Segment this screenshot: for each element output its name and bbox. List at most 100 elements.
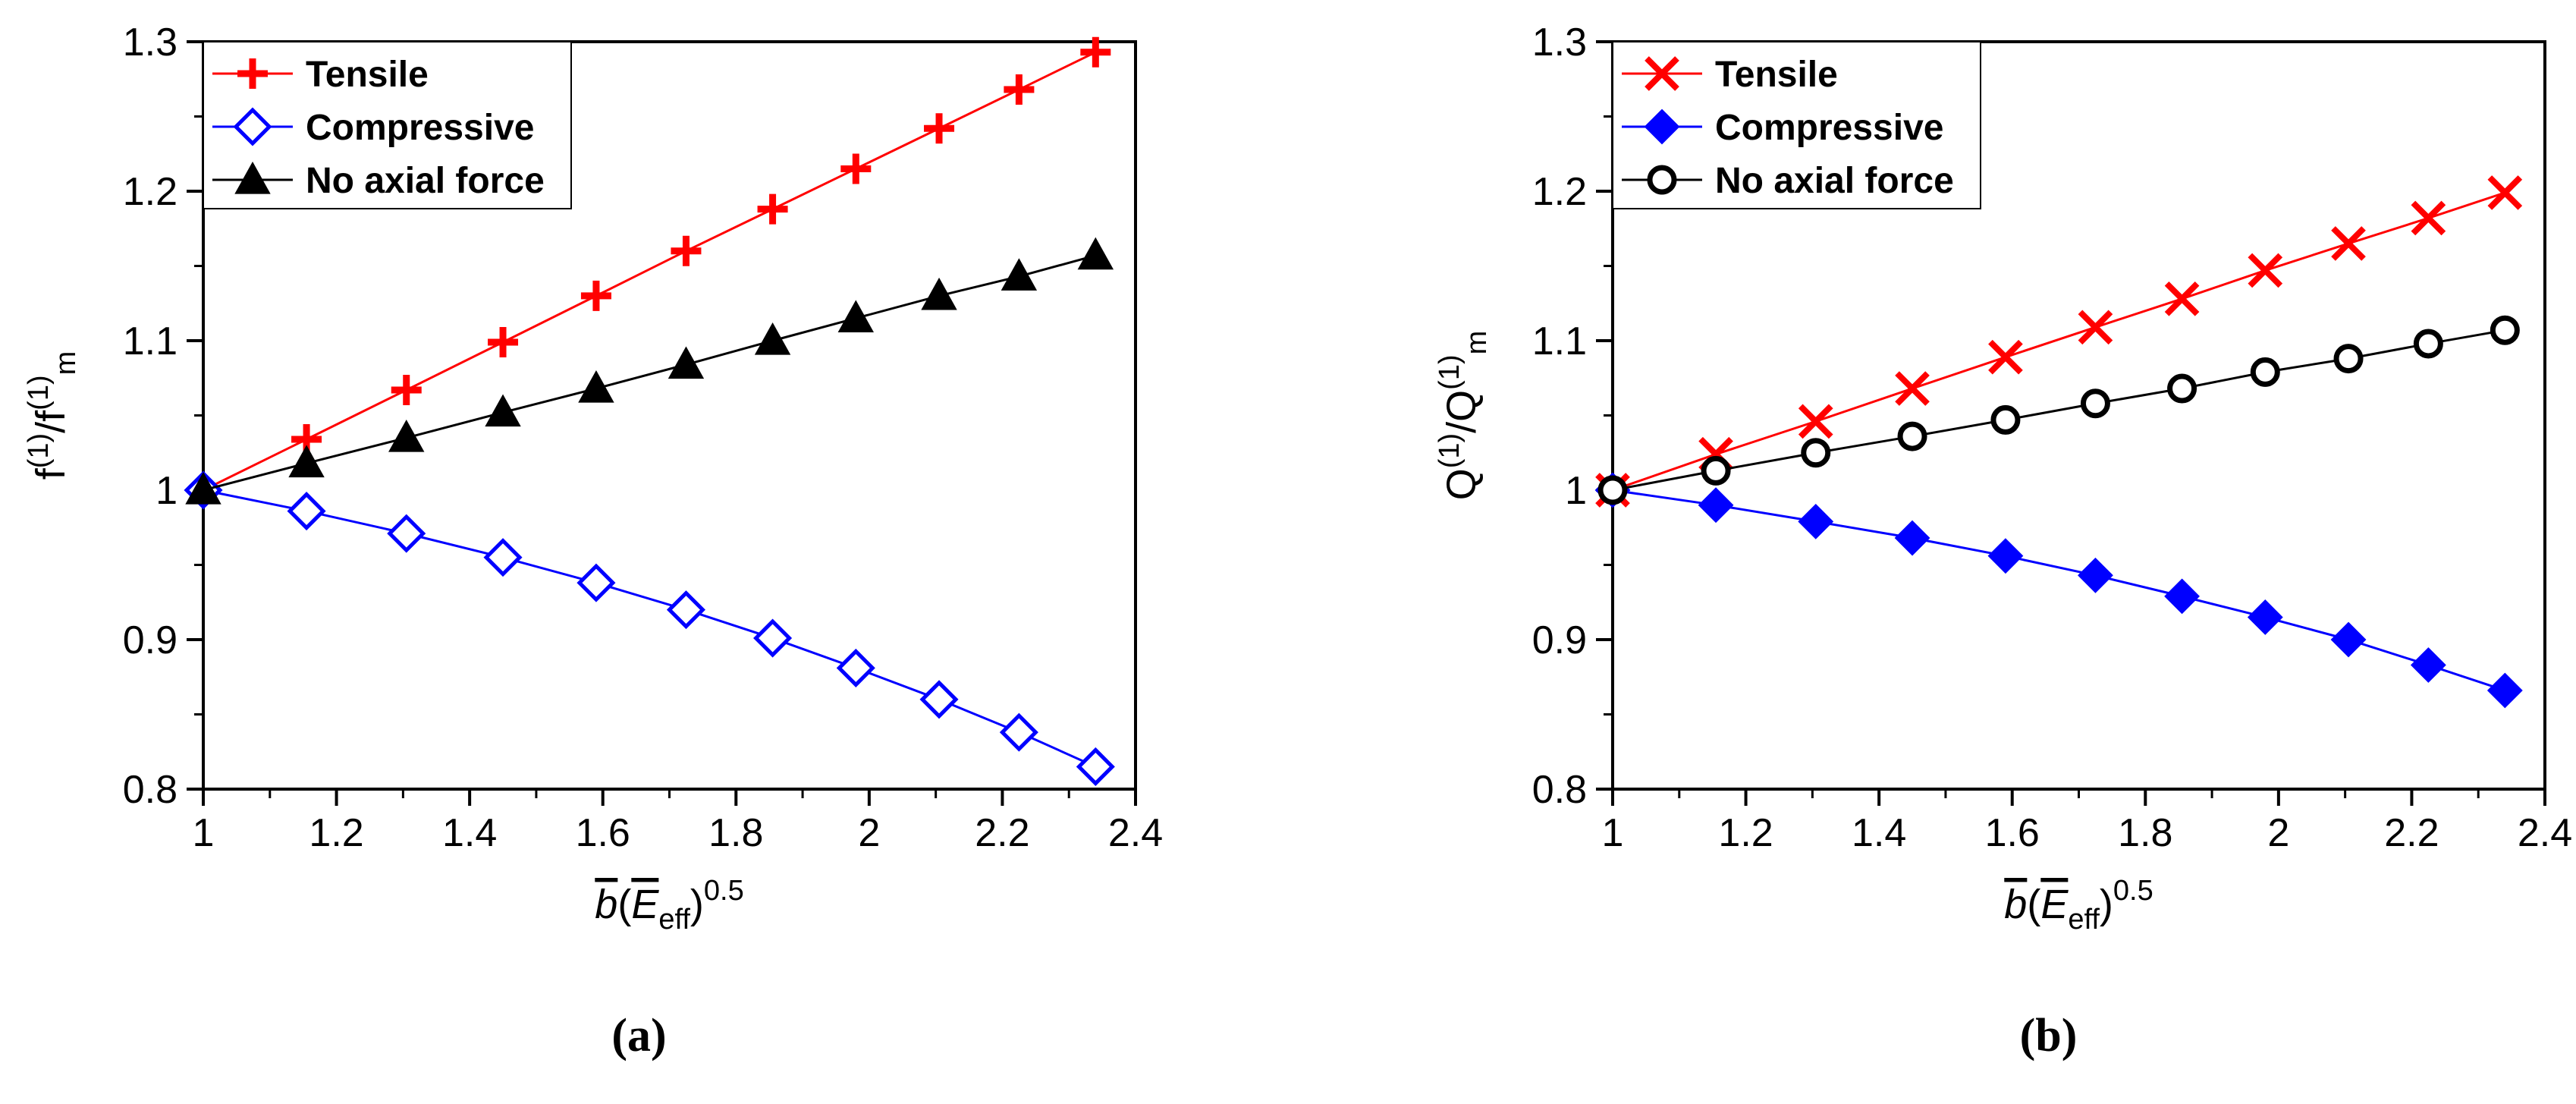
x-tick-label: 2.2 [975, 811, 1029, 855]
data-point [666, 590, 705, 630]
data-point [287, 492, 326, 531]
data-point [2333, 344, 2364, 374]
data-point [488, 326, 519, 357]
x-tick-label: 1.4 [1852, 811, 1906, 855]
legend-item: No axial force [1622, 161, 1954, 201]
series-line [1612, 191, 2505, 492]
y-axis-title: f(1)/f(1)m [23, 351, 82, 480]
data-point [1080, 36, 1111, 68]
x-tick-label: 1 [193, 811, 215, 855]
x-axis-sub: eff [2068, 904, 2100, 936]
data-point [2487, 175, 2523, 210]
y-tick-label: 1 [156, 469, 177, 513]
data-point [1798, 404, 1833, 439]
data-point [999, 712, 1038, 752]
data-point [1987, 538, 2024, 574]
x-tick-label: 1.6 [1985, 811, 2040, 855]
y-tick-label: 1.1 [123, 319, 177, 363]
data-point [2080, 388, 2110, 419]
data-point [576, 563, 616, 602]
data-point [2411, 200, 2446, 236]
y-axis-sup: (1) [23, 375, 55, 410]
legend-marker [1645, 56, 1679, 91]
legend-item: Tensile [212, 55, 429, 95]
series-compressive [184, 470, 1115, 786]
series-no-axial-force [1597, 315, 2520, 505]
data-point [2250, 357, 2280, 387]
data-point [921, 277, 957, 310]
y-axis-base: Q [1439, 468, 1484, 500]
x-axis-b: b [2004, 882, 2027, 927]
x-axis-paren: ) [2100, 882, 2113, 927]
chart-panel-a: 1 1.2 1.4 1.6 1.8 2 2.2 2.4 0.8 0.9 1 1.1 1.2 1.3 Tens… [23, 20, 1163, 1062]
data-point [1895, 371, 1930, 406]
data-point [1988, 339, 2023, 375]
x-axis-paren: ) [690, 882, 704, 927]
data-point [388, 419, 425, 452]
data-point [2331, 226, 2366, 261]
data-point [2247, 599, 2283, 635]
x-tick-label: 2 [858, 811, 880, 855]
data-point [2410, 647, 2446, 683]
y-axis-base: /f [28, 410, 74, 433]
data-point [1894, 520, 1930, 556]
x-tick-label: 1.8 [2118, 811, 2172, 855]
series-no-axial-force [185, 237, 1114, 505]
data-point [671, 235, 702, 266]
data-point [1077, 237, 1114, 270]
legend-item: Tensile [1622, 55, 1838, 95]
x-axis-sup: 0.5 [704, 875, 744, 907]
data-point [1801, 438, 1831, 468]
y-tick-label: 0.8 [1532, 768, 1587, 812]
legend-label: No axial force [306, 161, 545, 201]
data-point [2164, 578, 2200, 615]
legend: Tensile Compressive No axial force [1612, 41, 1981, 209]
data-point [1798, 503, 1834, 539]
legend-marker [233, 107, 272, 146]
series-compressive [1594, 472, 2523, 709]
data-point [2490, 315, 2520, 345]
legend-marker [1647, 165, 1677, 195]
y-tick-label: 1.3 [1532, 20, 1587, 64]
y-tick-label: 1.1 [1532, 319, 1587, 363]
series-line [203, 489, 1096, 768]
x-tick-label: 1.4 [442, 811, 497, 855]
data-point [2248, 253, 2283, 288]
legend-item: No axial force [212, 161, 545, 201]
data-point [919, 680, 959, 719]
x-tick-label: 2.4 [2518, 811, 2572, 855]
series-line [1612, 489, 2505, 692]
data-point [836, 648, 875, 687]
data-point [754, 322, 791, 355]
data-point [2167, 373, 2197, 404]
x-tick-label: 2.4 [1108, 811, 1163, 855]
data-point [485, 394, 521, 427]
y-tick-label: 1.2 [123, 170, 177, 214]
data-point [185, 471, 221, 505]
data-point [578, 370, 614, 403]
y-axis-base: /Q [1439, 390, 1484, 433]
y-axis-base: f [28, 467, 74, 480]
x-tick-label: 1.8 [708, 811, 763, 855]
legend-label: Tensile [306, 55, 429, 95]
x-tick-label: 2.2 [2384, 811, 2439, 855]
y-tick-label: 0.9 [123, 618, 177, 662]
x-axis-b: b [595, 882, 617, 927]
x-axis-sup: 0.5 [2113, 875, 2153, 907]
y-axis-sup: (1) [1434, 354, 1465, 389]
x-axis-E: E [631, 882, 659, 927]
legend-marker [1644, 109, 1680, 145]
y-tick-label: 1 [1565, 469, 1587, 513]
data-point [837, 300, 874, 333]
data-point [391, 375, 422, 406]
data-point [1698, 487, 1734, 524]
data-point [2164, 282, 2200, 316]
data-point [840, 153, 872, 184]
data-point [483, 538, 523, 577]
y-axis-sup: (1) [1434, 433, 1465, 468]
x-axis-sub: eff [658, 904, 690, 936]
data-point [2330, 621, 2367, 658]
y-axis-sup: (1) [23, 433, 55, 468]
data-point [1076, 747, 1115, 786]
x-axis-E: E [2040, 882, 2069, 927]
